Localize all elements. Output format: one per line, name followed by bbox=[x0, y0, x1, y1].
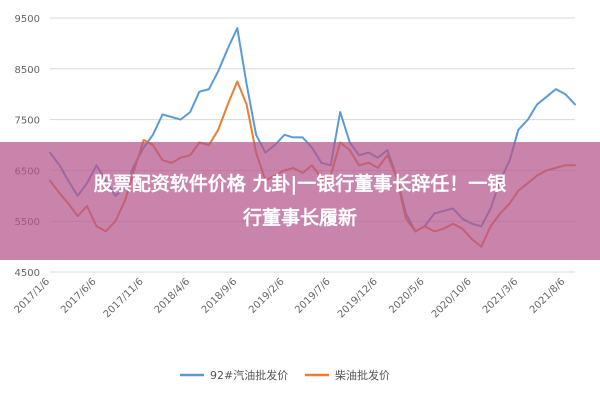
banner-background bbox=[0, 142, 600, 260]
x-tick-label: 2017/1/6 bbox=[13, 276, 53, 316]
legend-label: 柴油批发价 bbox=[335, 368, 390, 382]
banner-line-2: 行董事长履新 bbox=[242, 206, 357, 229]
x-tick-label: 2017/6/6 bbox=[59, 276, 99, 316]
x-tick-label: 2019/7/6 bbox=[293, 276, 333, 316]
x-tick-label: 2019/2/6 bbox=[247, 276, 287, 316]
banner-line-1: 股票配资软件价格 九卦|一银行董事长辞任！一银 bbox=[94, 172, 508, 195]
overlay-banner: 股票配资软件价格 九卦|一银行董事长辞任！一银 行董事长履新 bbox=[0, 142, 600, 260]
y-tick-label: 8500 bbox=[15, 65, 40, 76]
x-tick-label: 2021/8/6 bbox=[528, 276, 568, 316]
x-tick-label: 2018/9/6 bbox=[200, 276, 240, 316]
legend: 92#汽油批发价 柴油批发价 bbox=[180, 368, 390, 382]
x-tick-label: 2020/10/6 bbox=[430, 276, 474, 320]
y-tick-label: 9500 bbox=[15, 14, 40, 25]
x-tick-label: 2019/12/6 bbox=[336, 276, 380, 320]
x-tick-label: 2021/3/6 bbox=[481, 276, 521, 316]
y-tick-label: 4500 bbox=[15, 268, 40, 279]
y-tick-label: 7500 bbox=[15, 116, 40, 127]
legend-label: 92#汽油批发价 bbox=[210, 368, 288, 382]
x-tick-label: 2018/4/6 bbox=[153, 276, 193, 316]
x-tick-label: 2020/5/6 bbox=[387, 276, 427, 316]
x-axis-ticks: 2017/1/6 2017/6/6 2017/11/6 2018/4/6 2018/9/… bbox=[13, 276, 568, 320]
x-tick-label: 2017/11/6 bbox=[102, 276, 146, 320]
